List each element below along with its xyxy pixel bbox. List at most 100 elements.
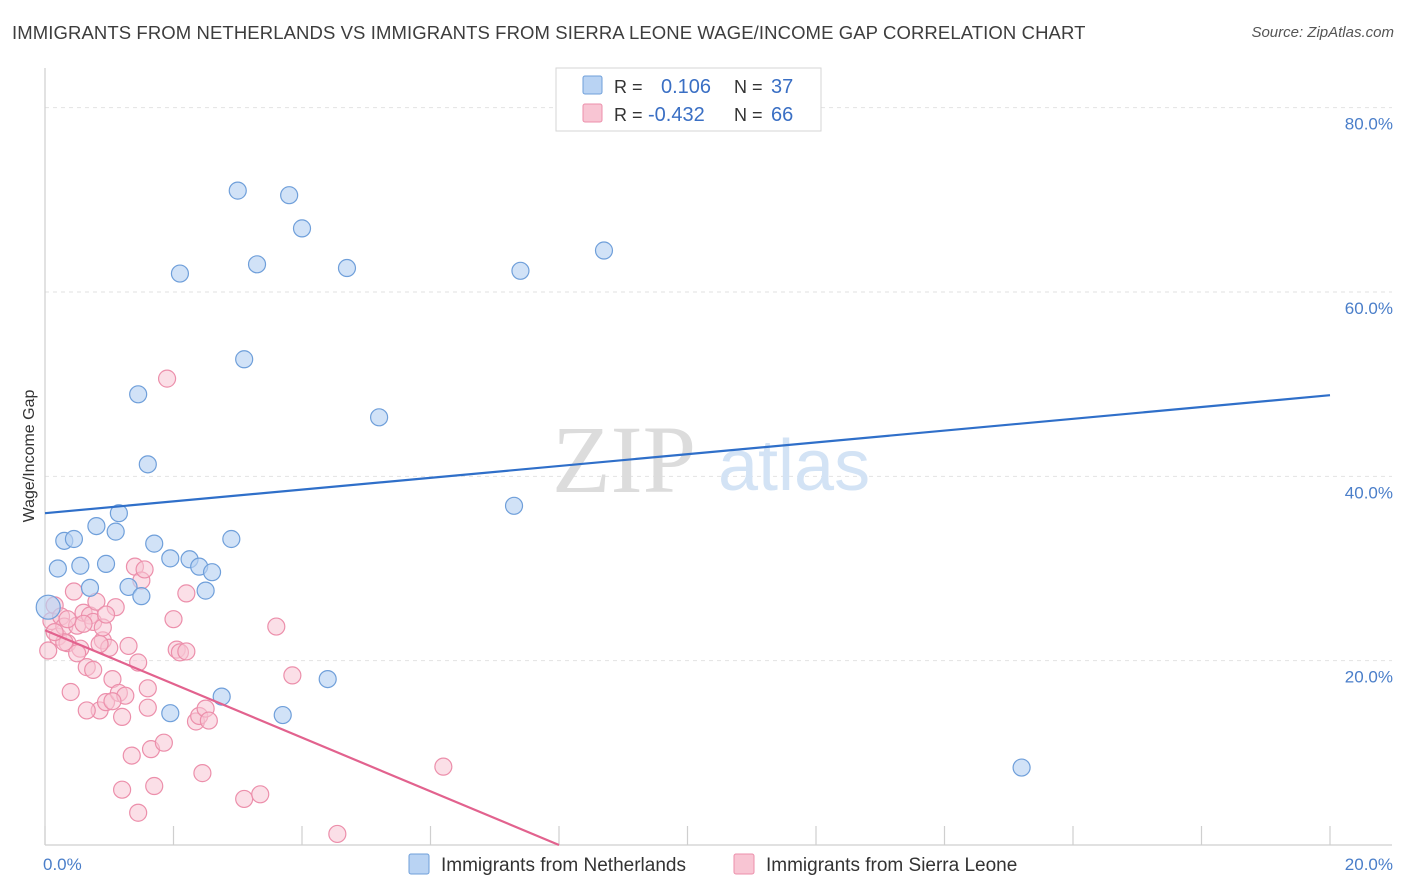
data-point-sierra-leone [328, 824, 347, 844]
axes [44, 68, 1392, 846]
data-point-sierra-leone [39, 641, 58, 660]
trend-line-sierra-leone [44, 629, 560, 847]
data-point-sierra-leone [61, 682, 80, 702]
data-point-sierra-leone [74, 614, 93, 633]
x-tick-label: 0.0% [43, 855, 82, 874]
data-point-netherlands [292, 219, 312, 238]
y-tick-label: 80.0% [1345, 115, 1393, 134]
data-point-netherlands [64, 529, 84, 549]
data-point-sierra-leone [84, 660, 103, 679]
data-point-netherlands [247, 255, 267, 274]
y-axis-title: Wage/Income Gap [21, 390, 38, 523]
series-legend-label-sierra-leone: Immigrants from Sierra Leone [766, 855, 1017, 876]
data-point-netherlands [109, 504, 128, 523]
data-point-netherlands [202, 563, 222, 582]
legend-swatch-sierra-leone [582, 103, 603, 123]
data-point-sierra-leone [138, 698, 157, 717]
series-legend-label-netherlands: Immigrants from Netherlands [441, 855, 686, 876]
data-point-netherlands [280, 186, 299, 205]
data-point-netherlands [96, 554, 116, 573]
data-point-sierra-leone [434, 757, 453, 776]
legend-r-value-1: 0.106 [661, 76, 711, 98]
data-point-netherlands [161, 549, 180, 568]
series-legend-swatch-netherlands [408, 853, 430, 875]
data-point-sierra-leone [177, 584, 196, 603]
watermark-atlas: atlas [718, 426, 870, 506]
y-tick-label: 60.0% [1345, 299, 1393, 318]
data-point-netherlands [80, 578, 100, 597]
data-point-sierra-leone [283, 666, 302, 685]
data-point-netherlands [1012, 758, 1031, 777]
data-point-sierra-leone [193, 764, 212, 783]
legend-r-value-2: -0.432 [648, 104, 705, 126]
data-point-sierra-leone [235, 789, 254, 809]
data-point-netherlands [129, 385, 148, 404]
data-point-sierra-leone [122, 746, 141, 765]
data-point-netherlands [106, 522, 125, 541]
y-tick-labels: 20.0% 40.0% 60.0% 80.0% [1345, 115, 1393, 687]
data-point-sierra-leone [267, 617, 286, 636]
data-point-sierra-leone [138, 679, 157, 698]
data-point-netherlands [511, 261, 530, 280]
data-point-sierra-leone [77, 701, 96, 720]
series-netherlands-points [35, 181, 1031, 777]
data-point-netherlands [504, 496, 524, 515]
legend-swatch-netherlands [582, 75, 603, 95]
data-point-netherlands [71, 556, 90, 575]
trend-lines [44, 394, 1331, 847]
data-point-sierra-leone [199, 711, 218, 730]
data-point-sierra-leone [64, 582, 84, 601]
data-point-netherlands [235, 350, 254, 369]
data-point-netherlands [222, 529, 241, 549]
chart-title: IMMIGRANTS FROM NETHERLANDS VS IMMIGRANT… [12, 22, 1086, 43]
data-point-netherlands [273, 705, 292, 725]
x-tick-label: 20.0% [1345, 855, 1393, 874]
legend-r-label-2: R = [614, 105, 643, 125]
data-point-netherlands [35, 594, 61, 620]
data-point-netherlands [170, 264, 190, 283]
gridlines [45, 107, 1392, 662]
data-point-netherlands [48, 559, 67, 578]
x-tick-labels: 0.0% 20.0% [43, 855, 1393, 874]
data-point-netherlands [196, 581, 215, 600]
data-point-netherlands [138, 455, 157, 474]
legend-n-label-2: N = [734, 105, 763, 125]
data-point-netherlands [594, 241, 614, 260]
legend-n-value-1: 37 [771, 76, 793, 98]
data-point-netherlands [370, 408, 389, 427]
data-point-sierra-leone [129, 803, 148, 822]
stats-legend: R = 0.106 N = 37 R = -0.432 N = 66 [555, 67, 822, 132]
data-point-netherlands [228, 181, 247, 200]
source-label: Source: ZipAtlas.com [1251, 24, 1394, 41]
series-legend: Immigrants from Netherlands Immigrants f… [408, 853, 1017, 876]
data-point-sierra-leone [157, 369, 177, 388]
data-point-sierra-leone [251, 785, 270, 804]
data-point-netherlands [337, 258, 357, 278]
legend-n-value-2: 66 [771, 104, 793, 126]
data-point-netherlands [318, 669, 337, 689]
data-point-sierra-leone [96, 605, 116, 624]
watermark: ZIP atlas [552, 406, 870, 513]
data-point-sierra-leone [112, 707, 132, 726]
data-point-netherlands [132, 587, 151, 606]
data-point-sierra-leone [135, 560, 154, 579]
series-legend-swatch-sierra-leone [733, 853, 755, 875]
y-tick-label: 20.0% [1345, 668, 1393, 687]
data-point-sierra-leone [164, 610, 183, 629]
legend-n-label-1: N = [734, 77, 763, 97]
y-tick-label: 40.0% [1345, 483, 1393, 502]
data-point-sierra-leone [177, 642, 196, 661]
data-point-netherlands [145, 534, 164, 553]
data-point-sierra-leone [154, 733, 173, 752]
data-point-sierra-leone [119, 636, 138, 656]
data-point-sierra-leone [145, 776, 164, 796]
data-point-netherlands [119, 577, 138, 597]
data-point-sierra-leone [103, 692, 122, 711]
legend-r-label-1: R = [614, 77, 643, 97]
trend-line-netherlands [44, 394, 1331, 515]
data-point-netherlands [161, 704, 180, 723]
data-point-netherlands [87, 516, 106, 536]
data-point-sierra-leone [112, 780, 132, 799]
data-point-sierra-leone [58, 610, 77, 629]
